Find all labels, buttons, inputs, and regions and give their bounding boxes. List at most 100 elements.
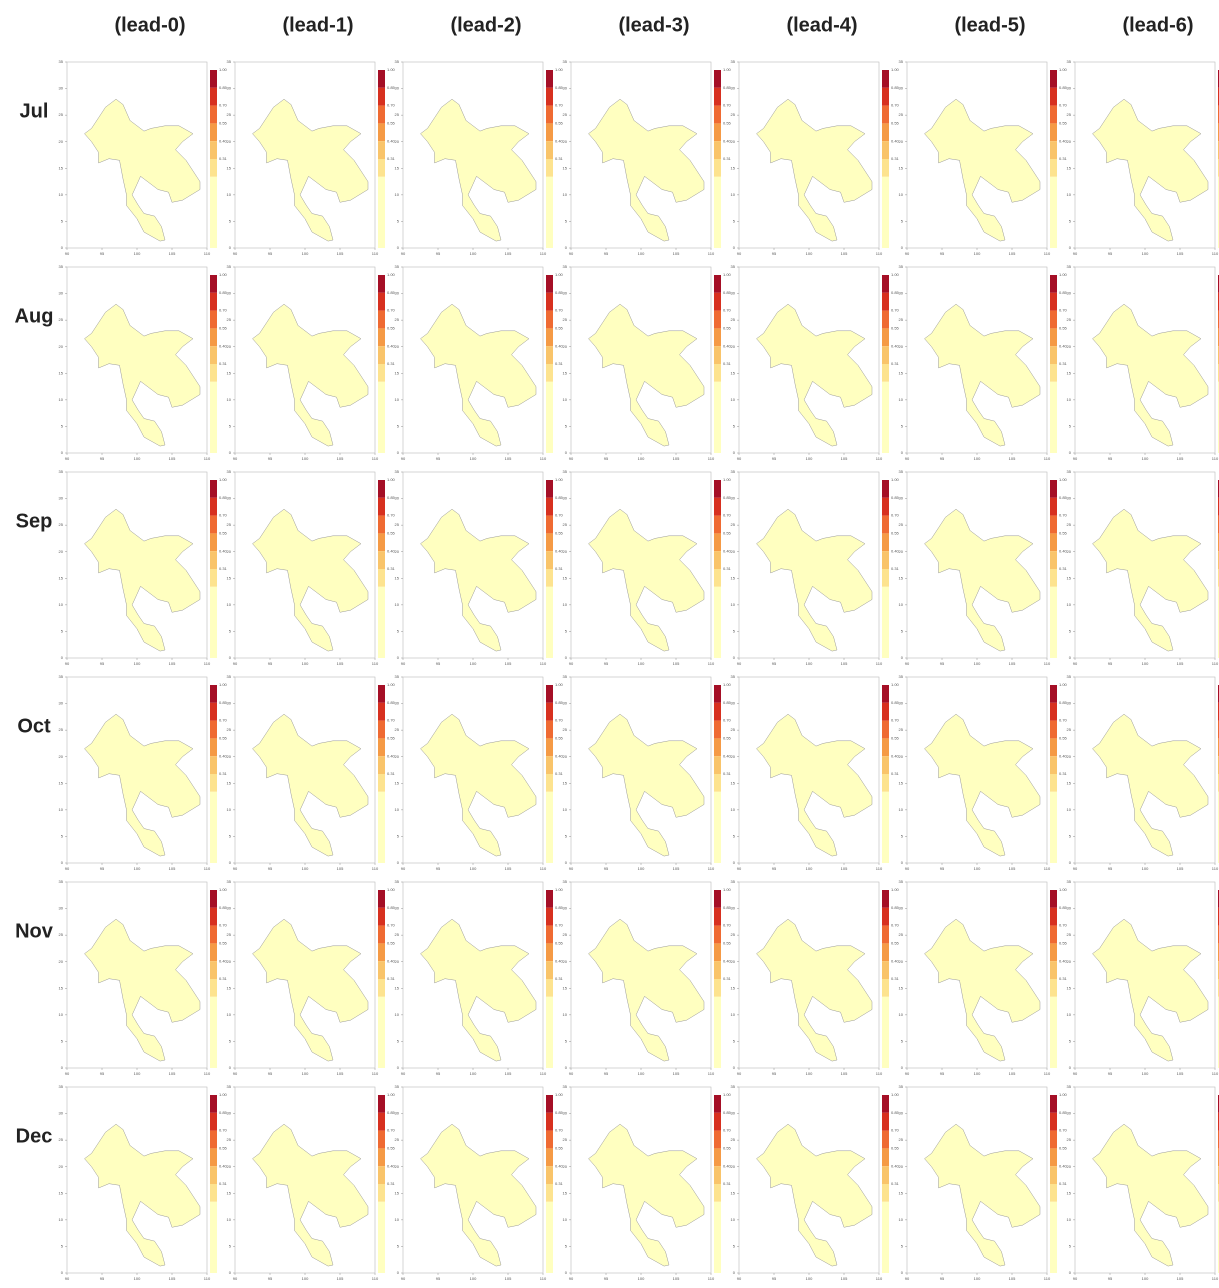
y-tick-label: 10 — [563, 807, 568, 812]
y-tick-label: 25 — [563, 112, 568, 117]
colorbar-tick-label: 1.00 — [723, 477, 732, 482]
x-tick-label: 95 — [1108, 1276, 1113, 1281]
x-tick-label: 100 — [806, 661, 813, 666]
column-header: (lead-0) — [114, 14, 185, 36]
colorbar-segment — [210, 293, 217, 311]
x-tick-label: 110 — [1044, 661, 1051, 666]
colorbar-tick-label: 1.00 — [387, 1092, 396, 1097]
colorbar-segment — [546, 480, 553, 498]
x-tick-label: 95 — [940, 1276, 945, 1281]
x-tick-label: 110 — [708, 1276, 715, 1281]
colorbar-segment — [378, 961, 385, 979]
colorbar-segment — [210, 774, 217, 792]
map-panel: 9095100105110051015202530351.000.850.700… — [395, 469, 564, 666]
map-panel: 9095100105110051015202530351.000.850.700… — [1067, 264, 1219, 461]
y-tick-label: 15 — [1067, 780, 1072, 785]
colorbar-segment — [714, 1148, 721, 1166]
colorbar-segment — [210, 364, 217, 382]
x-tick-label: 90 — [905, 1071, 910, 1076]
colorbar-segment — [882, 159, 889, 177]
y-tick-label: 0 — [565, 1270, 568, 1275]
colorbar-segment — [714, 926, 721, 944]
x-tick-label: 105 — [1177, 456, 1184, 461]
y-tick-label: 25 — [227, 1137, 232, 1142]
y-tick-label: 20 — [563, 344, 568, 349]
y-tick-label: 5 — [1069, 628, 1072, 633]
y-tick-label: 10 — [563, 602, 568, 607]
y-tick-label: 25 — [1067, 1137, 1072, 1142]
colorbar-segment — [882, 703, 889, 721]
colorbar-segment — [882, 177, 889, 248]
y-tick-label: 20 — [563, 959, 568, 964]
colorbar-tick-label: 0.55 — [891, 940, 900, 945]
row-label: Aug — [15, 305, 54, 327]
colorbar-tick-label: 0.70 — [723, 103, 732, 108]
x-tick-label: 95 — [1108, 456, 1113, 461]
colorbar-segment — [882, 1113, 889, 1131]
x-tick-label: 105 — [337, 1071, 344, 1076]
colorbar-segment — [546, 721, 553, 739]
x-tick-label: 110 — [876, 1071, 883, 1076]
y-tick-label: 20 — [395, 754, 400, 759]
map-panel: 9095100105110051015202530351.000.850.700… — [731, 1084, 900, 1281]
y-tick-label: 10 — [899, 1217, 904, 1222]
colorbar-tick-label: 0.55 — [219, 940, 228, 945]
colorbar-segment — [714, 792, 721, 863]
x-tick-label: 105 — [337, 866, 344, 871]
x-tick-label: 90 — [65, 866, 70, 871]
colorbar-segment — [378, 480, 385, 498]
y-tick-label: 30 — [395, 701, 400, 706]
x-tick-label: 105 — [1009, 1276, 1016, 1281]
colorbar-segment — [378, 979, 385, 997]
colorbar-tick-label: 0.55 — [387, 530, 396, 535]
y-tick-label: 35 — [227, 469, 232, 474]
colorbar-segment — [1050, 88, 1057, 106]
y-tick-label: 35 — [899, 264, 904, 269]
colorbar-segment — [210, 70, 217, 88]
colorbar-segment — [210, 141, 217, 159]
colorbar-segment — [1050, 177, 1057, 248]
colorbar-segment — [1050, 551, 1057, 569]
x-tick-label: 105 — [841, 456, 848, 461]
y-tick-label: 10 — [59, 807, 64, 812]
y-tick-label: 0 — [733, 655, 736, 660]
y-tick-label: 35 — [731, 879, 736, 884]
colorbar-tick-label: 0.70 — [219, 718, 228, 723]
y-tick-label: 25 — [1067, 522, 1072, 527]
colorbar-segment — [546, 382, 553, 453]
map-panel: 9095100105110051015202530351.000.850.700… — [899, 264, 1068, 461]
y-tick-label: 35 — [227, 674, 232, 679]
colorbar-segment — [378, 569, 385, 587]
x-tick-label: 95 — [436, 661, 441, 666]
y-tick-label: 0 — [901, 450, 904, 455]
y-tick-label: 25 — [899, 317, 904, 322]
colorbar-segment — [378, 587, 385, 658]
y-tick-label: 30 — [227, 701, 232, 706]
map-panel: 9095100105110051015202530351.000.850.700… — [731, 674, 900, 871]
colorbar-segment — [1050, 516, 1057, 534]
colorbar-segment — [210, 908, 217, 926]
y-tick-label: 5 — [565, 833, 568, 838]
colorbar-segment — [546, 159, 553, 177]
colorbar-tick-label: 1.00 — [219, 477, 228, 482]
x-tick-label: 105 — [1177, 251, 1184, 256]
x-tick-label: 105 — [505, 251, 512, 256]
x-tick-label: 95 — [100, 456, 105, 461]
y-tick-label: 30 — [731, 701, 736, 706]
colorbar-segment — [714, 721, 721, 739]
y-tick-label: 5 — [565, 1038, 568, 1043]
y-tick-label: 15 — [227, 985, 232, 990]
y-tick-label: 30 — [59, 86, 64, 91]
y-tick-label: 0 — [565, 1065, 568, 1070]
colorbar-segment — [378, 792, 385, 863]
y-tick-label: 5 — [229, 1243, 232, 1248]
y-tick-label: 10 — [59, 397, 64, 402]
colorbar-segment — [714, 569, 721, 587]
x-tick-label: 100 — [974, 1071, 981, 1076]
y-tick-label: 35 — [1067, 879, 1072, 884]
colorbar-tick-label: 0.70 — [555, 718, 564, 723]
x-tick-label: 110 — [372, 866, 379, 871]
colorbar-tick-label: 0.55 — [555, 325, 564, 330]
y-tick-label: 35 — [563, 59, 568, 64]
colorbar-tick-label: 0.31 — [219, 566, 228, 571]
